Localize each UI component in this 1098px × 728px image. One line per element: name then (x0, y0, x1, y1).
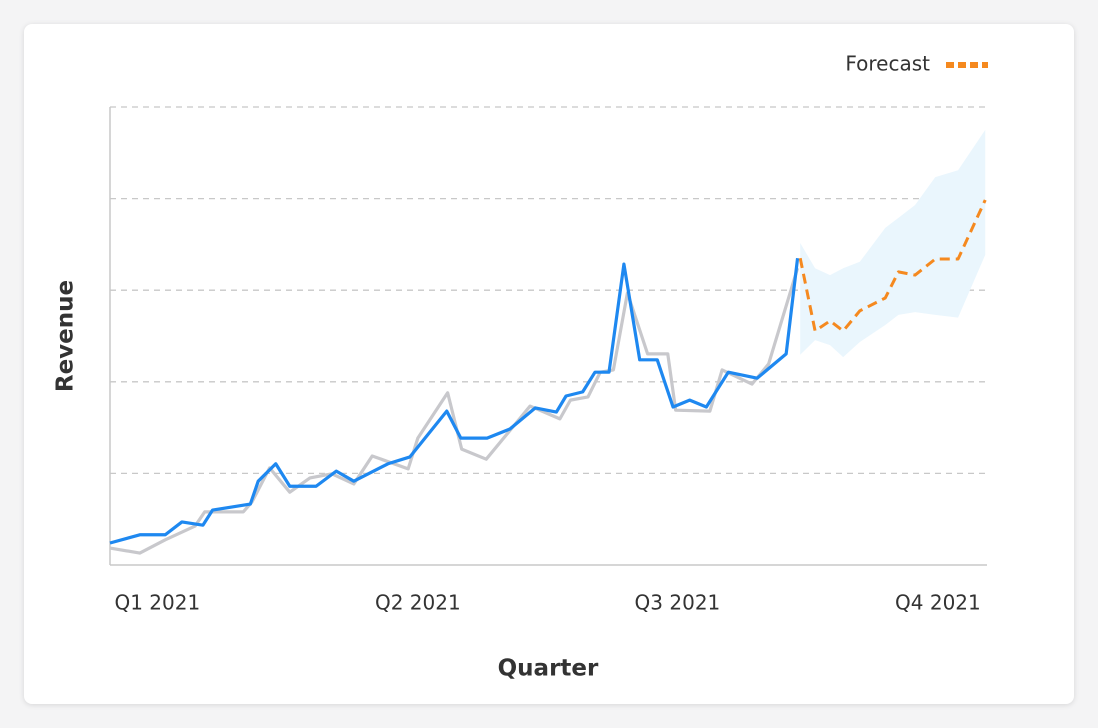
legend-label: Forecast (845, 52, 930, 76)
series-line (109, 267, 800, 555)
series-line (798, 199, 987, 333)
x-axis-title: Quarter (498, 656, 599, 682)
forecast-band (800, 129, 986, 358)
x-tick-label: Q2 2021 (375, 591, 461, 615)
y-axis-title: Revenue (53, 280, 79, 392)
x-tick-label: Q3 2021 (635, 591, 721, 615)
x-tick-label: Q1 2021 (114, 591, 200, 615)
series-line (109, 257, 800, 545)
card (24, 24, 1074, 704)
x-tick-label: Q4 2021 (895, 591, 981, 615)
